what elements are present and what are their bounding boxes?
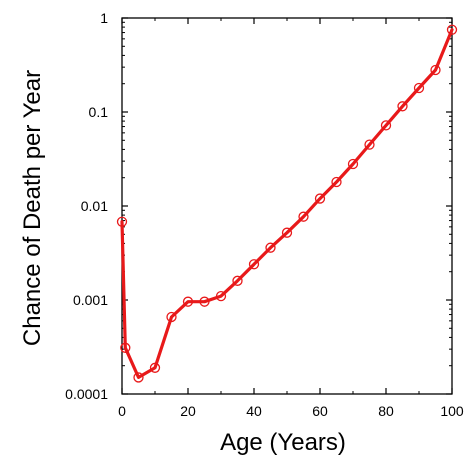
data-point xyxy=(430,64,441,76)
y-axis: 0.0001 0.001 0.01 0.1 1 xyxy=(65,10,452,402)
data-point xyxy=(314,193,326,204)
x-tick-label: 0 xyxy=(118,403,126,419)
data-point xyxy=(347,158,359,170)
x-tick-label: 20 xyxy=(180,403,196,419)
x-axis-title: Age (Years) xyxy=(220,429,346,456)
plot-area xyxy=(121,17,453,395)
data-point xyxy=(120,342,131,353)
data-point xyxy=(380,120,392,131)
data-point xyxy=(116,216,128,227)
data-point xyxy=(232,275,243,286)
series-line xyxy=(120,28,454,379)
data-point xyxy=(331,176,342,188)
y-tick-label: 0.01 xyxy=(81,198,108,214)
y-tick-label: 0.0001 xyxy=(65,386,108,402)
y-tick-label: 0.001 xyxy=(73,292,108,308)
x-tick-label: 80 xyxy=(378,403,394,419)
y-tick-label: 1 xyxy=(100,10,108,26)
data-point xyxy=(281,227,293,238)
data-point xyxy=(199,296,210,307)
x-tick-label: 40 xyxy=(246,403,262,419)
x-tick-label: 60 xyxy=(312,403,328,419)
data-point xyxy=(248,259,260,270)
data-point xyxy=(265,242,276,253)
data-points xyxy=(116,24,458,383)
data-point xyxy=(166,311,177,323)
data-point xyxy=(397,101,408,112)
data-point xyxy=(298,211,309,222)
x-axis: 0 20 40 60 80 100 xyxy=(118,18,464,419)
data-point xyxy=(413,82,425,94)
data-point xyxy=(149,362,161,373)
data-point xyxy=(215,290,227,302)
data-point xyxy=(364,139,375,150)
x-tick-label: 100 xyxy=(440,403,464,419)
y-axis-title: Chance of Death per Year xyxy=(19,70,46,346)
data-point xyxy=(182,296,194,307)
data-point xyxy=(446,24,458,35)
data-point xyxy=(133,372,144,383)
y-tick-label: 0.1 xyxy=(89,104,109,120)
